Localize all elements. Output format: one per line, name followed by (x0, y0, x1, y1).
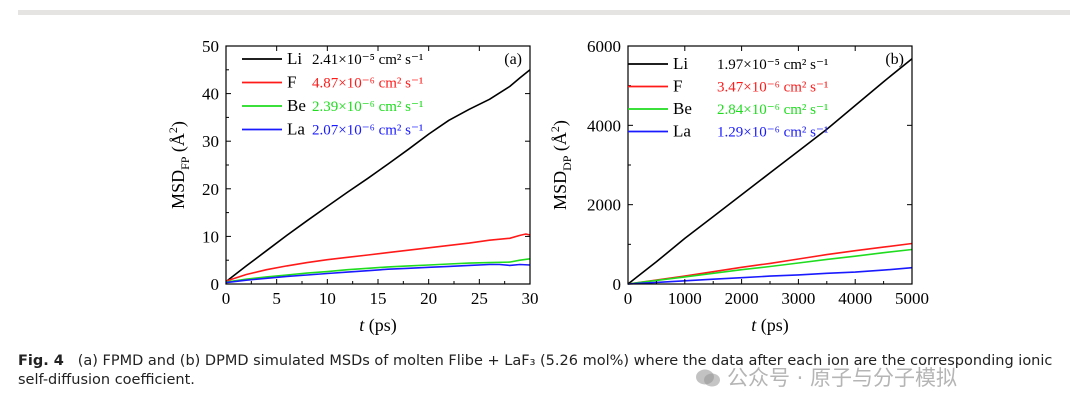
series-line-la (225, 263, 531, 284)
x-tick-label: 5000 (895, 289, 929, 308)
legend-label-be: Be (673, 99, 692, 118)
watermark: 公众号 · 原子与分子模拟 (695, 362, 957, 392)
y-tick-label: 0 (211, 275, 220, 294)
panel-label: (b) (885, 51, 904, 68)
caption-text: (a) FPMD and (b) DPMD simulated MSDs of … (18, 353, 1053, 388)
x-tick-label: 0 (624, 289, 633, 308)
legend-coef-f: 3.47×10⁻⁶ cm² s⁻¹ (717, 80, 828, 96)
legend-coef-li: 2.41×10⁻⁵ cm² s⁻¹ (312, 52, 423, 68)
legend-label-f: F (287, 73, 296, 92)
caption-label: Fig. 4 (18, 353, 64, 369)
x-tick-label: 0 (222, 289, 231, 308)
series-line-la (627, 266, 913, 285)
y-tick-label: 0 (613, 275, 622, 294)
panel-label: (a) (504, 51, 522, 68)
y-tick-label: 50 (202, 37, 219, 56)
y-tick-label: 40 (202, 85, 219, 104)
legend-coef-be: 2.84×10⁻⁶ cm² s⁻¹ (717, 102, 828, 118)
series-line-be (225, 258, 531, 283)
wechat-icon (696, 369, 720, 387)
series-line-li (225, 69, 531, 283)
x-tick-label: 5 (272, 289, 281, 308)
x-tick-label: 4000 (838, 289, 872, 308)
chart-panel-b: 0 1000 2000 3000 4000 5000 0 2000 4000 6000 (b) t (… (548, 37, 929, 336)
legend-label-li: Li (673, 54, 688, 73)
y-tick-label: 4000 (587, 116, 621, 135)
legend-coef-li: 1.97×10⁻⁵ cm² s⁻¹ (717, 57, 828, 73)
watermark-text: 公众号 · 原子与分子模拟 (727, 366, 958, 390)
y-axis-label: MSDFP (Å2) (166, 121, 192, 209)
x-tick-label: 2000 (725, 289, 759, 308)
x-tick-label: 30 (522, 289, 539, 308)
y-tick-label: 30 (202, 132, 219, 151)
x-tick-label: 1000 (668, 289, 702, 308)
top-rule (18, 10, 1070, 15)
legend-coef-f: 4.87×10⁻⁶ cm² s⁻¹ (312, 76, 423, 92)
legend-label-f: F (673, 77, 682, 96)
y-tick-label: 20 (202, 180, 219, 199)
y-tick-label: 2000 (587, 196, 621, 215)
y-tick-label: 6000 (587, 37, 621, 56)
legend-label-li: Li (287, 49, 302, 68)
legend-label-la: La (287, 120, 305, 139)
chart-panel-a: 0 5 10 15 20 25 30 0 10 20 30 40 50 (a) t (ps) MSDFP (Å… (166, 37, 539, 336)
msd-charts: 0 5 10 15 20 25 30 0 10 20 30 40 50 (a) t (ps) MSDFP (Å… (166, 37, 929, 336)
legend-label-be: Be (287, 96, 306, 115)
x-tick-label: 3000 (781, 289, 815, 308)
legend-coef-be: 2.39×10⁻⁶ cm² s⁻¹ (312, 99, 423, 115)
series-line-f (225, 233, 531, 282)
legend-coef-la: 2.07×10⁻⁶ cm² s⁻¹ (312, 123, 423, 139)
figure-caption: Fig. 4 (a) FPMD and (b) DPMD simulated M… (18, 352, 1070, 390)
y-axis-label: MSDDP (Å2) (548, 120, 574, 210)
x-tick-label: 25 (471, 289, 488, 308)
series-line-li (627, 58, 913, 285)
x-axis-label: t (ps) (751, 315, 789, 336)
x-tick-label: 10 (319, 289, 336, 308)
y-tick-label: 10 (202, 227, 219, 246)
x-tick-label: 20 (420, 289, 437, 308)
x-tick-label: 15 (370, 289, 387, 308)
series-line-be (627, 248, 913, 285)
legend-coef-la: 1.29×10⁻⁶ cm² s⁻¹ (717, 125, 828, 141)
legend-label-la: La (673, 122, 691, 141)
x-axis-label: t (ps) (359, 315, 397, 336)
